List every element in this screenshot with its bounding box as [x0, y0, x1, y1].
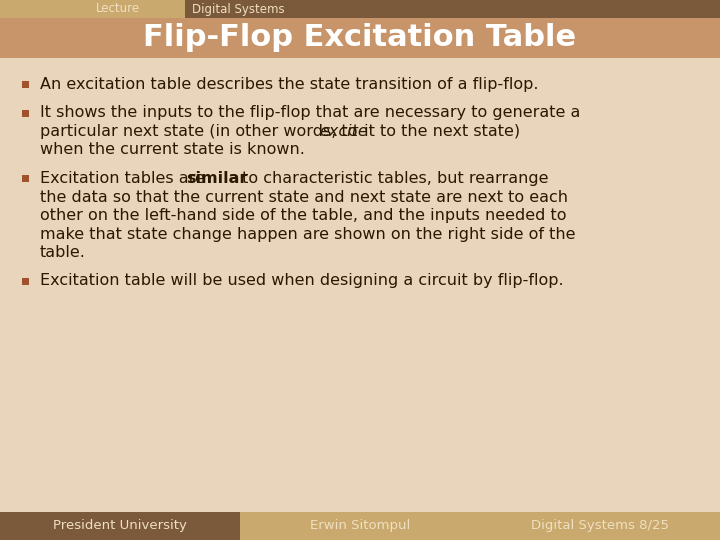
Text: Flip-Flop Excitation Table: Flip-Flop Excitation Table [143, 24, 577, 52]
Bar [0, 18, 720, 58]
Text: table.: table. [40, 245, 86, 260]
Bar [185, 0, 720, 18]
Bar [240, 512, 480, 540]
Text: Lecture: Lecture [96, 3, 140, 16]
Text: Excitation tables are: Excitation tables are [40, 171, 210, 186]
Text: when the current state is known.: when the current state is known. [40, 143, 305, 158]
Bar [22, 81, 29, 88]
Bar [0, 0, 185, 18]
Text: make that state change happen are shown on the right side of the: make that state change happen are shown … [40, 226, 575, 241]
Text: it to the next state): it to the next state) [359, 124, 520, 139]
Text: Digital Systems 8/25: Digital Systems 8/25 [531, 519, 669, 532]
Bar [22, 175, 29, 182]
Bar [480, 512, 720, 540]
Bar [22, 278, 29, 285]
Text: Digital Systems: Digital Systems [192, 3, 284, 16]
Text: similar: similar [186, 171, 248, 186]
Text: particular next state (in other words, to: particular next state (in other words, t… [40, 124, 363, 139]
Text: President University: President University [53, 519, 187, 532]
Text: It shows the inputs to the flip-flop that are necessary to generate a: It shows the inputs to the flip-flop tha… [40, 105, 580, 120]
Bar [22, 110, 29, 117]
Text: other on the left-hand side of the table, and the inputs needed to: other on the left-hand side of the table… [40, 208, 567, 223]
Text: to characteristic tables, but rearrange: to characteristic tables, but rearrange [238, 171, 549, 186]
Text: Erwin Sitompul: Erwin Sitompul [310, 519, 410, 532]
Text: excite: excite [319, 124, 368, 139]
Text: An excitation table describes the state transition of a flip-flop.: An excitation table describes the state … [40, 77, 539, 92]
Text: Excitation table will be used when designing a circuit by flip-flop.: Excitation table will be used when desig… [40, 273, 564, 288]
Bar [0, 512, 240, 540]
Text: the data so that the current state and next state are next to each: the data so that the current state and n… [40, 190, 568, 205]
